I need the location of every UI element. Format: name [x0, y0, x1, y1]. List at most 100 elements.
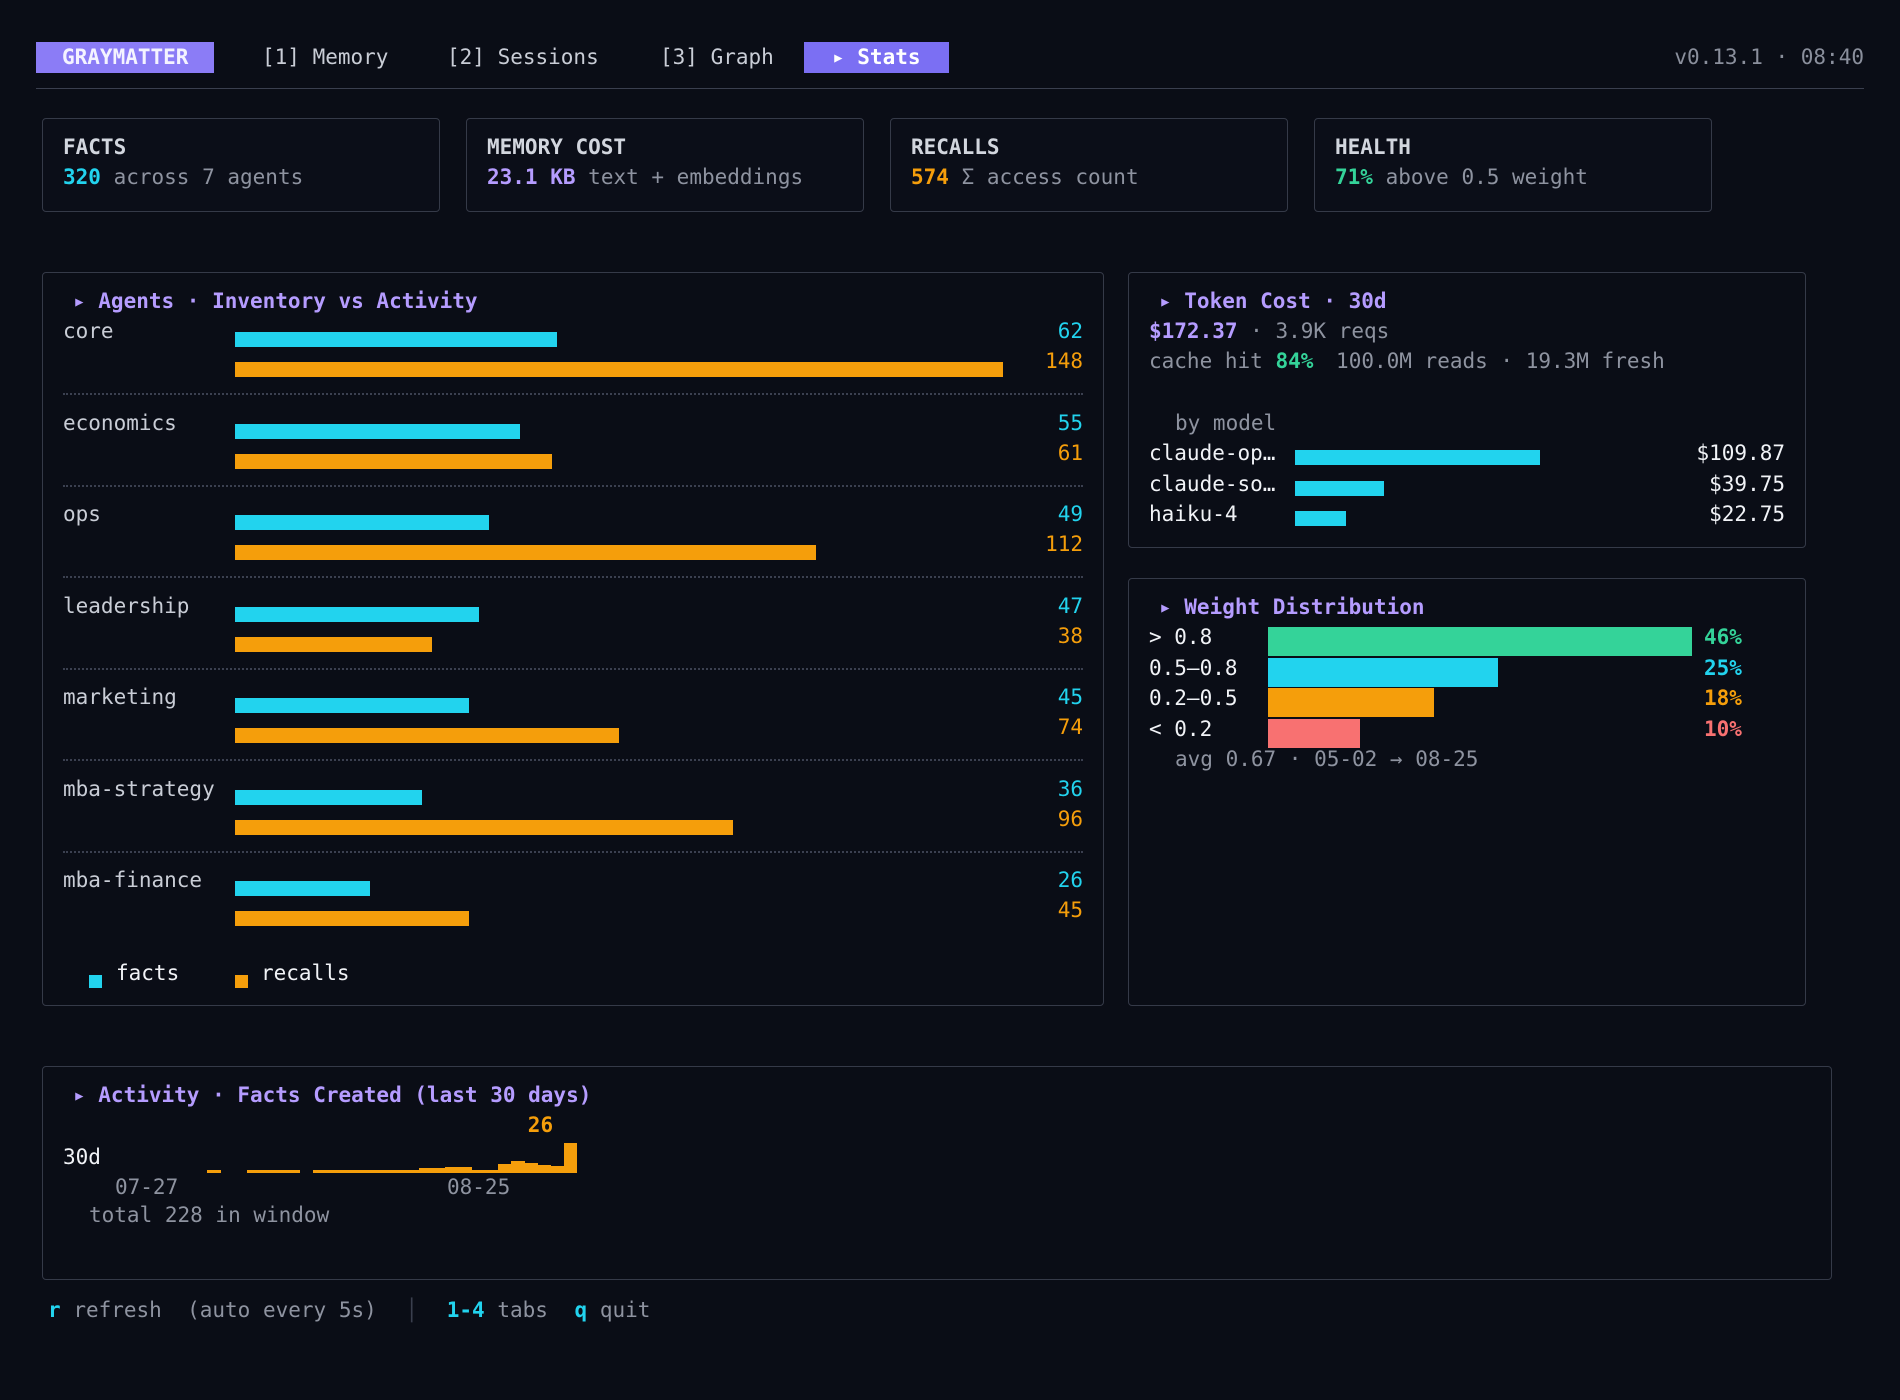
- footer-bar: r refresh (auto every 5s) │ 1-4 tabs q q…: [48, 1298, 650, 1322]
- weight-panel-title: ▸ Weight Distribution: [1159, 595, 1425, 619]
- activity-bar: [511, 1161, 525, 1173]
- recalls-bar: [235, 819, 734, 835]
- weight-distribution-panel: ▸ Weight Distribution > 0.8 46% 0.5–0.8 25%…: [1128, 578, 1806, 1006]
- weight-bar: [1268, 688, 1434, 717]
- activity-bar: [445, 1167, 459, 1173]
- tabs-hint: tabs: [497, 1298, 548, 1322]
- agent-label: mba-finance: [63, 868, 203, 892]
- agents-panel-title: ▸ Agents · Inventory vs Activity: [73, 289, 478, 313]
- recalls-value: 96: [1057, 806, 1083, 831]
- card-title: FACTS: [63, 135, 127, 159]
- card-value: 574: [911, 165, 949, 189]
- model-label: claude-so…: [1149, 471, 1276, 496]
- weight-bucket-label: 0.2–0.5: [1149, 686, 1238, 710]
- weight-bucket-label: < 0.2: [1149, 716, 1213, 741]
- recalls-value: 45: [1057, 898, 1083, 922]
- activity-bar: [550, 1166, 565, 1173]
- legend-facts-swatch: [89, 975, 102, 988]
- card-memory-cost: MEMORY COST 23.1 KB text + embeddings: [466, 118, 864, 212]
- weight-pct: 25%: [1704, 655, 1742, 680]
- facts-value: 49: [1057, 502, 1083, 526]
- activity-bar: [273, 1170, 288, 1173]
- row-divider: [63, 393, 1083, 395]
- weight-bar: [1268, 657, 1499, 687]
- activity-bar: [392, 1170, 406, 1173]
- activity-bar: [352, 1170, 367, 1173]
- footer-divider: │: [405, 1298, 419, 1322]
- activity-bar: [286, 1170, 301, 1173]
- agent-label: core: [63, 319, 114, 343]
- tab-stats[interactable]: ▸ Stats: [804, 42, 949, 73]
- model-label: claude-op…: [1149, 441, 1276, 465]
- card-value: 320: [63, 165, 101, 189]
- tabs-key[interactable]: 1-4: [446, 1298, 485, 1322]
- facts-bar: [235, 881, 370, 896]
- activity-panel: ▸ Activity · Facts Created (last 30 days…: [42, 1066, 1832, 1280]
- model-cost-bar: [1295, 450, 1540, 465]
- card-value: 23.1 KB: [487, 165, 576, 189]
- card-title: HEALTH: [1335, 135, 1411, 159]
- card-desc: text + embeddings: [588, 165, 804, 189]
- refresh-key[interactable]: r: [48, 1298, 61, 1322]
- tab-graph[interactable]: [3] Graph: [660, 45, 774, 69]
- row-divider: [63, 759, 1083, 761]
- activity-bar: [207, 1170, 222, 1173]
- legend-recalls-swatch: [235, 975, 248, 988]
- recalls-bar: [235, 453, 552, 469]
- card-facts: FACTS 320 across 7 agents: [42, 118, 440, 212]
- weight-bar: [1268, 718, 1361, 748]
- brand-logo: GRAYMATTER: [36, 42, 215, 73]
- facts-value: 55: [1057, 410, 1083, 435]
- activity-row-label: 30d: [63, 1145, 101, 1169]
- quit-key[interactable]: q: [574, 1298, 588, 1322]
- cache-hit-label: cache hit: [1149, 349, 1263, 373]
- weight-bucket-label: 0.5–0.8: [1149, 655, 1238, 680]
- model-cost-bar: [1295, 480, 1384, 496]
- activity-bar: [365, 1170, 380, 1173]
- activity-bar: [524, 1162, 538, 1173]
- recalls-value: 61: [1057, 440, 1083, 465]
- activity-bar: [260, 1170, 274, 1173]
- activity-bar: [405, 1169, 420, 1173]
- refresh-hint: refresh (auto every 5s): [73, 1298, 377, 1322]
- row-divider: [63, 850, 1083, 853]
- activity-bar: [431, 1168, 446, 1173]
- facts-bar: [235, 698, 469, 713]
- row-divider: [63, 576, 1083, 578]
- legend-facts-label: facts: [116, 961, 180, 985]
- model-label: haiku-4: [1149, 502, 1238, 526]
- row-divider: [63, 667, 1083, 670]
- activity-bar: [563, 1143, 578, 1173]
- agents-panel: ▸ Agents · Inventory vs Activity core 62 1…: [42, 272, 1104, 1006]
- facts-value: 47: [1057, 593, 1083, 618]
- activity-bar: [313, 1170, 327, 1173]
- activity-panel-title: ▸ Activity · Facts Created (last 30 days…: [73, 1083, 592, 1107]
- tab-memory[interactable]: [1] Memory: [262, 45, 389, 69]
- weight-pct: 18%: [1704, 686, 1742, 710]
- facts-value: 36: [1057, 776, 1083, 801]
- token-cost-panel: ▸ Token Cost · 30d $172.37 · 3.9K reqs c…: [1128, 272, 1806, 548]
- token-panel-title: ▸ Token Cost · 30d: [1159, 289, 1387, 313]
- activity-bar: [339, 1170, 354, 1173]
- facts-value: 62: [1057, 319, 1083, 343]
- facts-bar: [235, 789, 422, 805]
- card-recalls: RECALLS 574 Σ access count: [890, 118, 1288, 212]
- card-title: RECALLS: [911, 135, 1000, 159]
- recalls-bar: [235, 911, 469, 926]
- activity-chart: 26 07-27 08-25: [43, 1067, 1831, 1279]
- weight-bucket-label: > 0.8: [1149, 625, 1213, 649]
- recalls-bar: [235, 728, 619, 743]
- token-total: $172.37: [1149, 319, 1238, 343]
- card-health: HEALTH 71% above 0.5 weight: [1314, 118, 1712, 212]
- tab-sessions[interactable]: [2] Sessions: [447, 45, 599, 69]
- facts-bar: [235, 332, 557, 347]
- agent-label: mba-strategy: [63, 776, 215, 801]
- activity-bar: [379, 1170, 393, 1173]
- activity-bar: [326, 1170, 340, 1173]
- top-nav: GRAYMATTER [1] Memory [2] Sessions [3] G…: [36, 42, 1864, 89]
- facts-bar: [235, 423, 521, 439]
- cache-hit-pct: 84%: [1275, 349, 1314, 373]
- weight-pct: 46%: [1704, 625, 1742, 649]
- card-desc: across 7 agents: [113, 165, 304, 189]
- recalls-value: 74: [1057, 715, 1083, 739]
